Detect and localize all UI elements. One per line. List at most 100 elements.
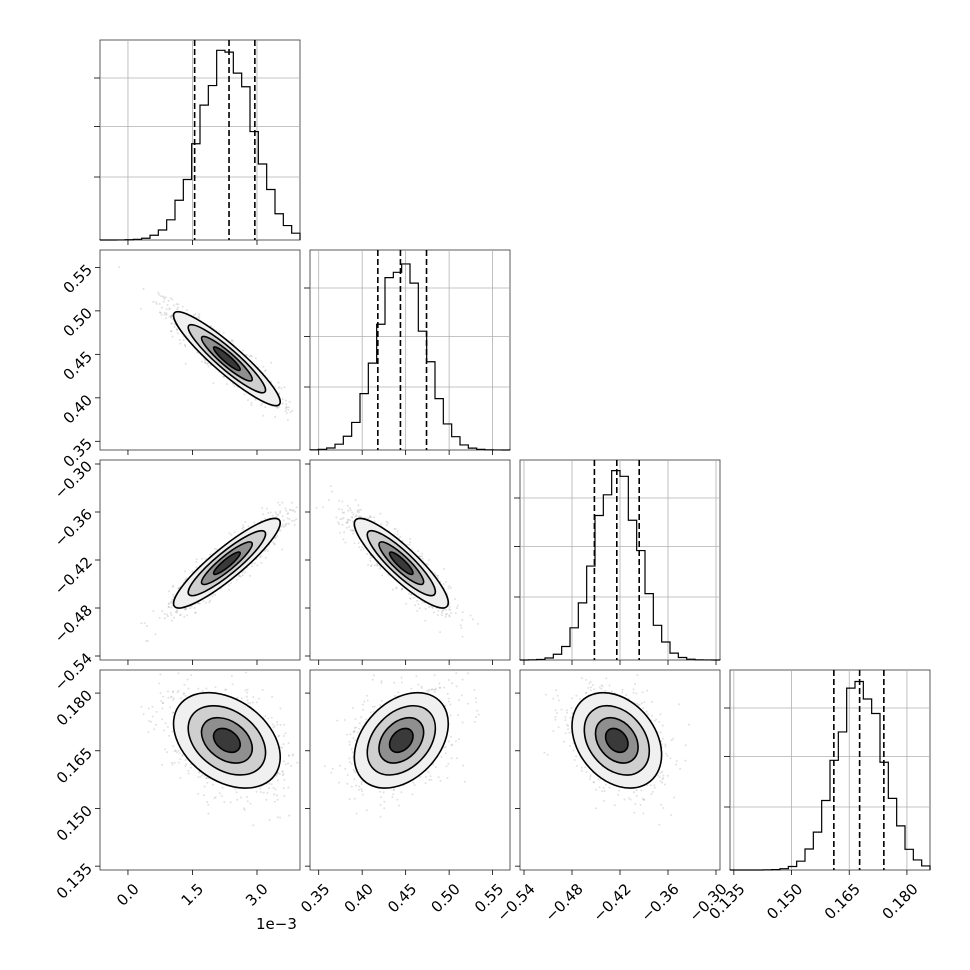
sample-point [339,518,342,521]
sample-point [253,521,256,524]
sample-point [278,392,281,395]
sample-point [379,512,382,515]
sample-point [271,514,274,517]
sample-point [264,556,267,559]
sample-point [439,631,442,634]
pair-panel-1-0 [95,249,301,455]
sample-point [262,365,265,368]
sample-point [437,574,439,577]
sample-point [287,522,290,525]
sample-point [163,298,166,301]
sample-point [351,511,354,514]
sample-point [212,382,215,385]
sample-point [337,521,340,524]
sample-point [260,561,263,564]
sample-point [249,354,252,357]
sample-point [444,613,447,616]
sample-point [342,538,345,541]
sample-point [261,402,264,405]
sample-point [440,611,443,614]
sample-point [170,314,173,317]
sample-point [274,511,277,514]
sample-point [349,509,352,512]
sample-point [183,343,186,346]
sample-point [244,571,247,574]
sample-point [181,305,184,308]
sample-point [295,518,298,521]
sample-point [211,595,214,598]
sample-point [180,697,182,700]
sample-point [433,572,436,574]
sample-point [369,559,372,562]
sample-point [356,510,359,513]
sample-point [282,519,285,522]
sample-point [268,782,271,785]
sample-point [146,625,148,627]
sample-point [448,585,451,588]
sample-point [449,609,452,611]
sample-point [171,585,174,588]
sample-point [288,814,291,817]
sample-point [242,526,245,529]
sample-point [160,313,163,316]
sample-point [424,607,427,610]
sample-point [424,619,427,622]
sample-point [279,707,282,710]
sample-point [236,798,239,801]
sample-point [417,550,420,552]
diag-hist-panel-0 [94,39,301,245]
sample-point [357,542,360,544]
sample-point [348,507,351,510]
sample-point [247,525,250,528]
ytick-label-3: 0.50 [60,304,96,340]
sample-point [242,528,245,531]
sample-point [246,699,249,702]
sample-point [173,323,176,326]
sample-point [249,701,252,704]
ytick-label-2: −0.42 [51,553,96,598]
sample-point [184,345,187,348]
sample-point [281,402,284,405]
sample-point [234,788,237,790]
sample-point [341,500,344,503]
x-offset-label: 1e−3 [256,915,297,933]
sample-point [280,387,283,390]
sample-point [286,418,289,421]
sample-point [264,517,267,520]
sample-point [220,794,223,797]
sample-point [321,506,324,509]
sample-point [416,609,419,612]
sample-point [461,635,464,638]
sample-point [179,342,182,345]
sample-point [378,567,381,570]
sample-point [195,558,198,561]
sample-point [168,308,171,311]
sample-point [221,786,224,789]
sample-point [171,763,174,766]
sample-point [170,761,173,764]
sample-point [417,603,420,606]
sample-point [396,530,399,533]
sample-point [163,612,166,615]
panel-frame [729,669,931,871]
sample-point [231,338,234,341]
sample-point [361,546,364,549]
sample-point [223,801,226,803]
sample-point [140,307,143,310]
sample-point [263,370,266,373]
sample-point [177,303,180,306]
sample-point [169,611,172,614]
sample-point [250,565,253,568]
sample-point [409,597,412,600]
sample-point [155,302,158,305]
sample-point [284,524,287,527]
sample-point [185,763,188,766]
sample-point [253,562,256,565]
sample-point [197,315,200,318]
sample-point [171,730,174,733]
diag-hist-panel-1 [304,249,511,455]
sample-point [445,580,448,583]
sample-point [170,606,173,609]
sample-point [461,619,464,622]
